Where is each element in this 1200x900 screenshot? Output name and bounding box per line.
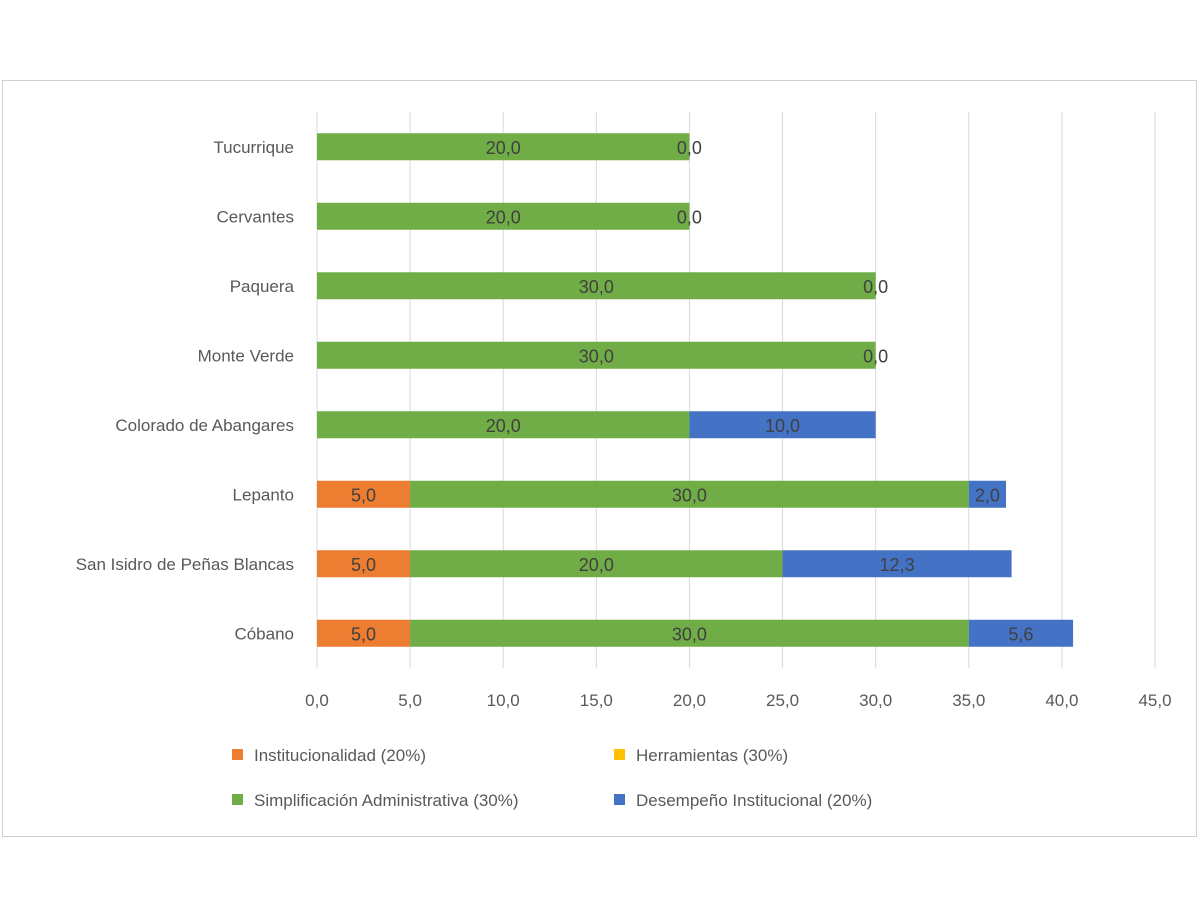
bar-segment <box>317 133 690 161</box>
bar-segment <box>968 619 1074 647</box>
bar-segment <box>968 480 1007 508</box>
x-tick-label: 35,0 <box>952 691 985 710</box>
legend-swatch <box>232 749 243 760</box>
data-label: 20,0 <box>579 555 614 575</box>
bar-segment <box>317 411 690 439</box>
data-label: 5,0 <box>351 555 376 575</box>
data-label: 5,6 <box>1008 624 1033 644</box>
data-label: 20,0 <box>486 138 521 158</box>
bar-segment <box>782 550 1012 578</box>
x-tick-label: 15,0 <box>580 691 613 710</box>
x-tick-label: 0,0 <box>305 691 329 710</box>
x-tick-label: 25,0 <box>766 691 799 710</box>
data-label: 30,0 <box>579 346 614 366</box>
data-label: 0,0 <box>677 207 702 227</box>
data-label: 30,0 <box>672 624 707 644</box>
bar-segment <box>410 619 969 647</box>
bar-segment <box>317 550 411 578</box>
data-label: 30,0 <box>579 277 614 297</box>
data-label: 2,0 <box>975 485 1000 505</box>
category-label: Paquera <box>230 277 295 296</box>
category-label: Lepanto <box>233 485 294 504</box>
category-label: Monte Verde <box>198 346 294 365</box>
legend-label: Institucionalidad (20%) <box>254 746 426 765</box>
legend-label: Simplificación Administrativa (30%) <box>254 791 519 810</box>
bar-segment <box>317 341 876 369</box>
category-label: Cóbano <box>234 624 294 643</box>
bar-segment <box>317 480 411 508</box>
bar-segment <box>410 550 783 578</box>
data-label: 0,0 <box>677 138 702 158</box>
data-label: 5,0 <box>351 624 376 644</box>
bar-segment <box>317 272 876 300</box>
legend-swatch <box>614 749 625 760</box>
data-label: 30,0 <box>672 485 707 505</box>
chart-frame <box>2 80 1197 837</box>
bar-segment <box>689 411 876 439</box>
x-tick-label: 10,0 <box>487 691 520 710</box>
data-label: 20,0 <box>486 207 521 227</box>
x-tick-label: 30,0 <box>859 691 892 710</box>
legend-label: Herramientas (30%) <box>636 746 788 765</box>
data-label: 0,0 <box>863 277 888 297</box>
x-tick-label: 5,0 <box>398 691 422 710</box>
category-label: Tucurrique <box>213 138 294 157</box>
data-label: 12,3 <box>880 555 915 575</box>
data-label: 5,0 <box>351 485 376 505</box>
bar-segment <box>317 202 690 230</box>
x-tick-label: 20,0 <box>673 691 706 710</box>
x-tick-label: 40,0 <box>1045 691 1078 710</box>
data-label: 20,0 <box>486 416 521 436</box>
data-label: 10,0 <box>765 416 800 436</box>
legend-swatch <box>614 794 625 805</box>
bar-segment <box>410 480 969 508</box>
bar-segment <box>317 619 411 647</box>
x-tick-label: 45,0 <box>1138 691 1171 710</box>
category-label: Colorado de Abangares <box>115 416 294 435</box>
legend-label: Desempeño Institucional (20%) <box>636 791 872 810</box>
category-label: Cervantes <box>217 207 294 226</box>
data-label: 0,0 <box>863 346 888 366</box>
category-label: San Isidro de Peñas Blancas <box>76 555 294 574</box>
legend-swatch <box>232 794 243 805</box>
